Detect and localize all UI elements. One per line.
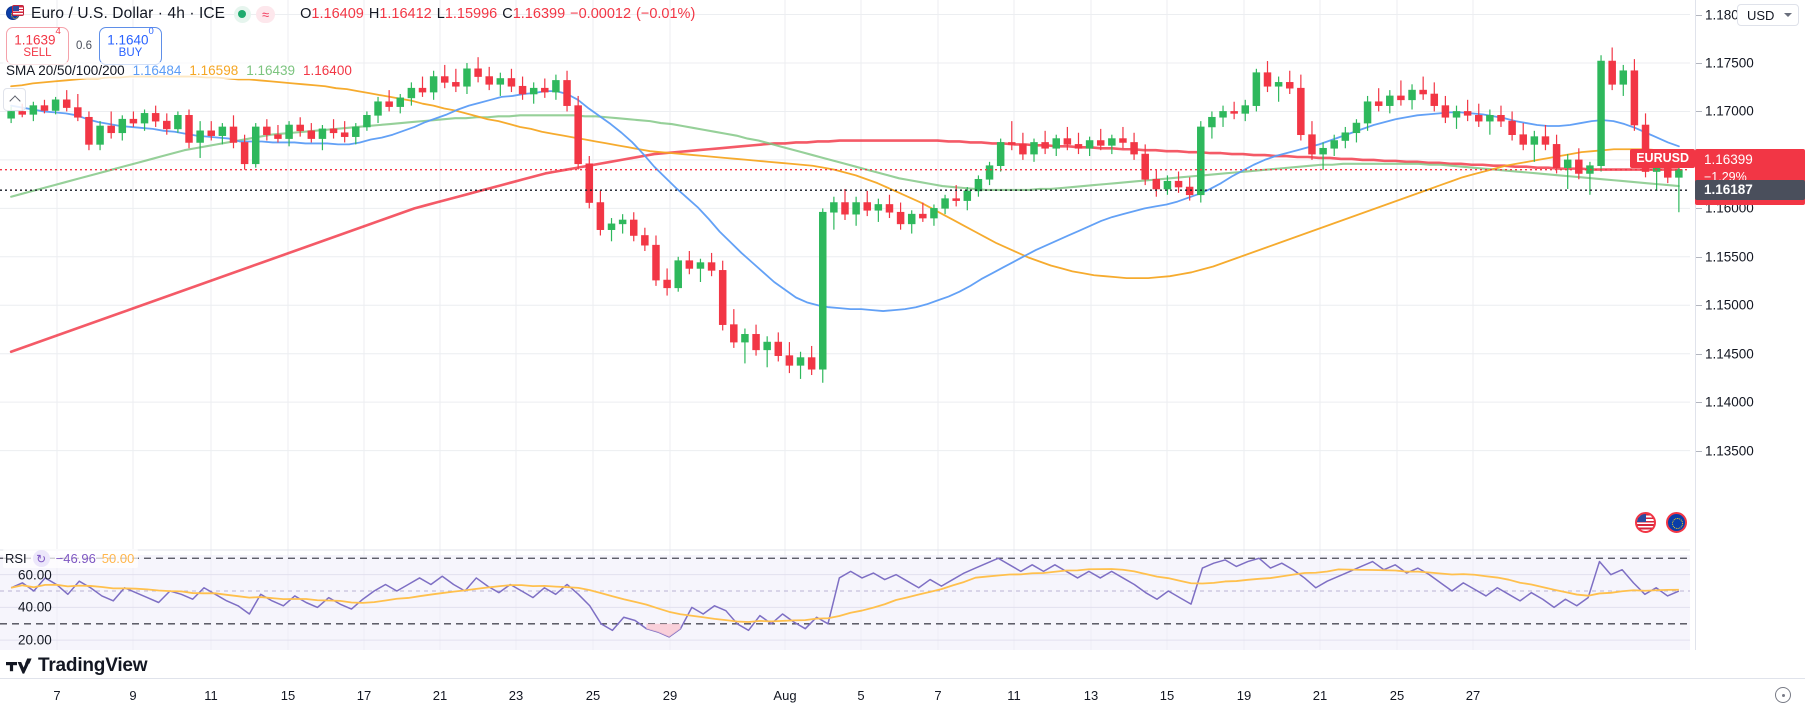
- currency-selector-value: USD: [1747, 7, 1775, 23]
- price-axis-tick: 1.15500: [1705, 249, 1754, 265]
- time-axis-tick: 15: [280, 688, 296, 703]
- time-axis-tick: 5: [857, 688, 865, 703]
- time-axis-tick: 7: [934, 688, 942, 703]
- time-axis-tick: 19: [1236, 688, 1252, 703]
- price-axis-tick: 1.13500: [1705, 443, 1754, 459]
- time-axis-tick: 21: [1312, 688, 1328, 703]
- sell-price: 1.16394: [14, 26, 61, 48]
- time-axis[interactable]: 7 9 11 15 17 21 23 25 29 Aug 5 7 11 13 15 19 21 25 27: [0, 678, 1805, 714]
- rsi-axis-tick: 60.00: [18, 567, 52, 583]
- price-axis-tick: 1.17000: [1705, 103, 1754, 119]
- time-axis-tick: 25: [1389, 688, 1405, 703]
- price-axis-tick: 1.14000: [1705, 394, 1754, 410]
- time-axis-tick: 27: [1465, 688, 1481, 703]
- spread-value: 0.6: [76, 40, 92, 52]
- chevron-down-icon: [1784, 13, 1792, 17]
- buy-price: 1.16400: [107, 26, 154, 48]
- rsi-legend-title: RSI: [5, 551, 27, 566]
- sma200-value: 1.16400: [303, 63, 352, 78]
- sell-button[interactable]: 1.16394 SELL: [6, 27, 69, 65]
- economic-event-badges: [1635, 512, 1687, 533]
- tradingview-mark-icon: [6, 658, 32, 674]
- price-axis-tick: 1.15000: [1705, 297, 1754, 313]
- time-axis-tick: 7: [53, 688, 61, 703]
- tradingview-wordmark: TradingView: [38, 655, 148, 676]
- current-price-change-percent: −1.29%: [1704, 169, 1747, 184]
- rsi-value: −46.96: [55, 551, 96, 566]
- price-axis-tick: 1.17500: [1705, 55, 1754, 71]
- price-axis-tickmark: [1696, 111, 1702, 113]
- sma-indicator-legend[interactable]: SMA 20/50/100/200 1.16484 1.16598 1.16439 1.…: [3, 62, 355, 79]
- eu-flag-badge-icon[interactable]: [1666, 512, 1687, 533]
- refresh-icon[interactable]: ↻: [32, 550, 50, 567]
- rsi-axis-tick: 40.00: [18, 599, 52, 615]
- sell-label: SELL: [23, 47, 52, 60]
- tradingview-logo[interactable]: TradingView: [6, 655, 148, 677]
- rsi-axis-tick: 20.00: [18, 632, 52, 648]
- clock-icon[interactable]: [1775, 687, 1791, 703]
- sma20-value: 1.16484: [132, 63, 182, 78]
- time-axis-tick: 9: [129, 688, 137, 703]
- time-axis-tick: 11: [1007, 688, 1021, 703]
- sma50-value: 1.16598: [189, 63, 239, 78]
- time-axis-tick: 17: [356, 688, 372, 703]
- bid-ask-widget: 1.16394 SELL 0.6 1.16400 BUY: [6, 27, 162, 65]
- rsi-ma-value: 50.00: [101, 551, 135, 566]
- sma100-value: 1.16439: [246, 63, 296, 78]
- price-axis-tickmark: [1696, 62, 1702, 64]
- previous-close-tag[interactable]: 1.16187: [1695, 180, 1805, 201]
- price-axis-tickmark: [1696, 208, 1702, 210]
- chevron-up-icon: [8, 95, 21, 107]
- price-axis-tickmark: [1696, 402, 1702, 404]
- time-axis-tick: 13: [1083, 688, 1099, 703]
- price-axis-tickmark: [1696, 305, 1702, 307]
- sma-legend-title: SMA 20/50/100/200: [6, 63, 125, 78]
- rsi-indicator-legend[interactable]: RSI ↻ −46.96 50.00: [3, 549, 139, 568]
- ticker-tag: EURUSD: [1630, 148, 1695, 168]
- buy-label: BUY: [118, 47, 143, 60]
- time-axis-tick: 23: [508, 688, 524, 703]
- time-axis-tick: 25: [585, 688, 601, 703]
- currency-selector[interactable]: USD: [1737, 4, 1799, 26]
- price-axis-tickmark: [1696, 256, 1702, 258]
- buy-button[interactable]: 1.16400 BUY: [99, 27, 162, 65]
- time-axis-tick: 29: [662, 688, 678, 703]
- price-axis-tick: 1.14500: [1705, 346, 1754, 362]
- price-axis-tickmark: [1696, 14, 1702, 16]
- us-flag-badge-icon[interactable]: [1635, 512, 1656, 533]
- pane-collapse-button[interactable]: [3, 88, 26, 111]
- price-axis-tickmark: [1696, 450, 1702, 452]
- price-axis-tickmark: [1696, 353, 1702, 355]
- time-axis-tick: 15: [1159, 688, 1175, 703]
- price-axis[interactable]: USD 1.18000 1.17500 1.17000 1.16000 1.15500 1…: [1695, 0, 1805, 650]
- time-axis-tick: 11: [204, 688, 218, 703]
- time-axis-tick: 21: [432, 688, 448, 703]
- current-price-value: 1.16399: [1704, 151, 1753, 167]
- time-axis-tick: Aug: [773, 688, 797, 703]
